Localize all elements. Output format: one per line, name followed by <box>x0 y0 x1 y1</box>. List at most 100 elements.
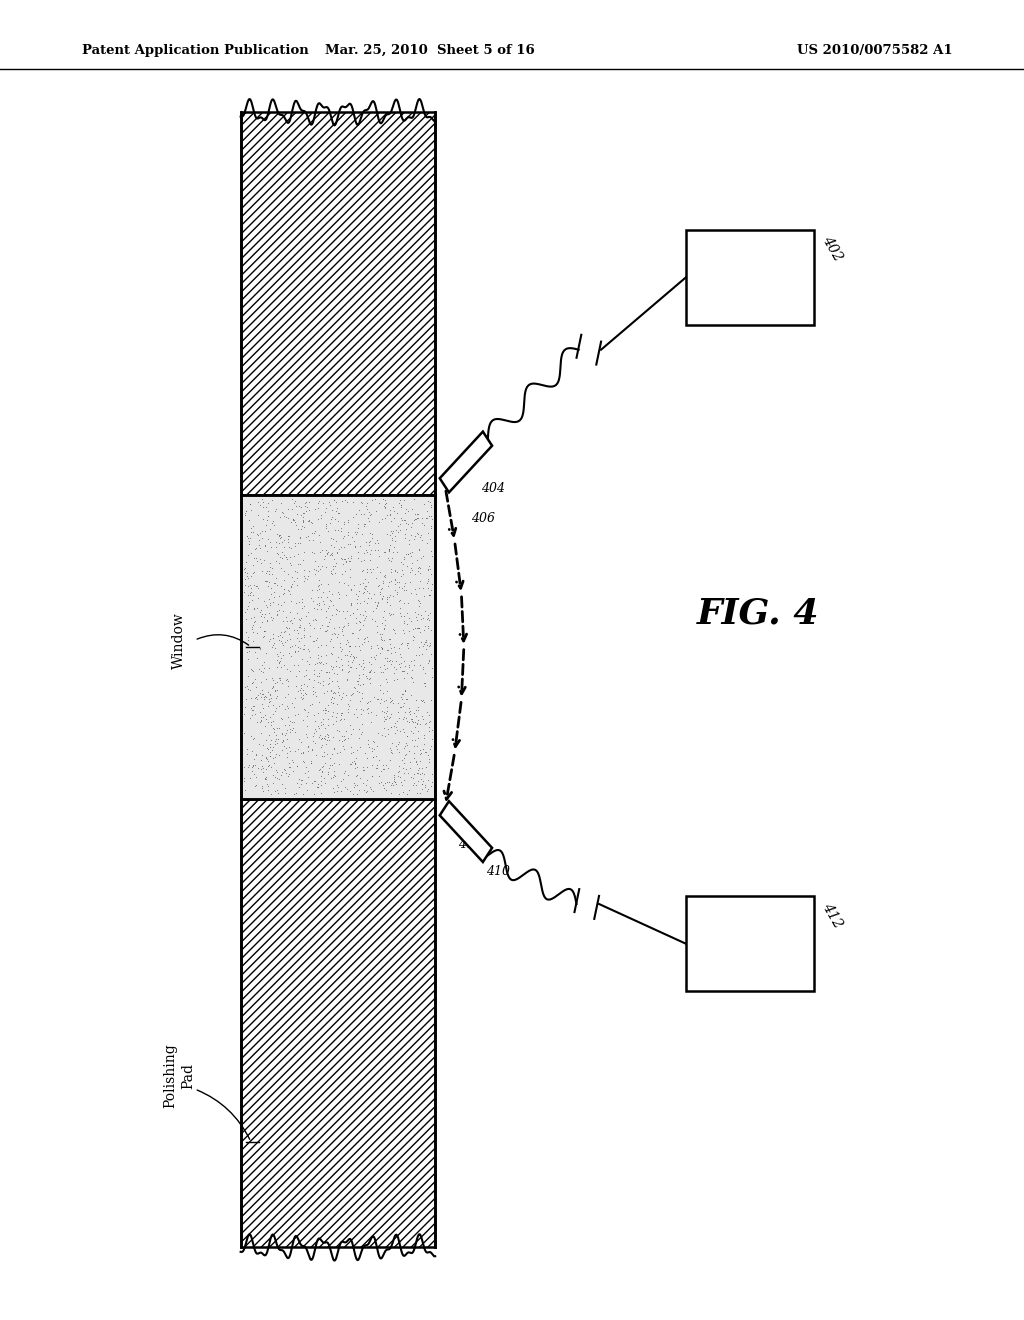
Point <box>261 734 278 755</box>
Point <box>246 548 262 569</box>
Point <box>271 507 288 528</box>
Point <box>384 585 400 606</box>
Point <box>387 722 403 743</box>
Point <box>395 579 412 601</box>
Point <box>354 756 371 777</box>
Point <box>259 609 275 630</box>
Point <box>260 572 276 593</box>
Point <box>416 727 432 748</box>
Point <box>388 572 404 593</box>
Point <box>408 602 424 623</box>
Polygon shape <box>439 801 493 862</box>
Point <box>324 508 340 529</box>
Point <box>286 492 302 513</box>
Point <box>256 767 272 788</box>
Point <box>327 549 343 570</box>
Point <box>243 521 259 543</box>
Point <box>267 729 284 750</box>
Point <box>392 767 409 788</box>
Point <box>316 502 333 523</box>
Point <box>282 638 298 659</box>
Point <box>282 756 298 777</box>
Point <box>371 766 387 787</box>
Point <box>350 611 367 632</box>
Point <box>398 784 415 805</box>
Point <box>240 562 256 583</box>
Point <box>411 539 427 560</box>
Point <box>257 715 273 737</box>
Point <box>410 523 426 544</box>
Point <box>305 523 322 544</box>
Point <box>322 512 338 533</box>
Point <box>419 507 435 528</box>
Point <box>268 733 285 754</box>
Point <box>299 568 315 589</box>
Point <box>324 671 340 692</box>
Point <box>260 589 276 610</box>
Point <box>379 706 395 727</box>
Point <box>297 700 313 721</box>
Point <box>384 523 400 544</box>
Point <box>311 491 328 512</box>
Point <box>344 682 360 704</box>
Point <box>376 655 392 676</box>
Point <box>361 511 378 532</box>
Point <box>276 698 293 719</box>
Point <box>252 495 268 516</box>
Point <box>340 521 356 543</box>
Point <box>343 545 359 566</box>
Point <box>282 602 298 623</box>
Point <box>406 747 422 768</box>
Point <box>364 636 380 657</box>
Point <box>269 685 286 706</box>
Point <box>409 713 425 734</box>
Point <box>264 772 281 793</box>
Point <box>382 738 398 759</box>
Point <box>273 722 290 743</box>
Point <box>255 762 271 783</box>
Point <box>357 578 374 599</box>
Point <box>393 606 410 627</box>
Point <box>300 653 316 675</box>
Point <box>306 664 323 685</box>
Point <box>266 680 283 701</box>
Point <box>260 750 276 771</box>
Point <box>267 500 284 521</box>
Point <box>296 627 312 648</box>
Point <box>412 527 428 548</box>
Point <box>371 492 387 513</box>
Point <box>359 692 376 713</box>
Point <box>381 651 397 672</box>
Point <box>412 595 428 616</box>
Point <box>242 492 258 513</box>
Point <box>358 668 375 689</box>
Point <box>312 770 329 791</box>
Point <box>392 697 409 718</box>
Point <box>358 492 375 513</box>
Point <box>312 635 329 656</box>
Point <box>295 639 311 660</box>
Point <box>298 660 314 681</box>
Point <box>280 706 296 727</box>
Point <box>276 582 293 603</box>
Point <box>345 676 361 697</box>
Point <box>269 729 286 750</box>
Point <box>253 710 269 731</box>
Point <box>394 775 411 796</box>
Point <box>321 726 337 747</box>
Point <box>257 535 273 556</box>
Point <box>333 708 349 729</box>
Point <box>383 550 399 572</box>
Point <box>272 546 289 568</box>
Point <box>334 549 350 570</box>
Point <box>342 635 358 656</box>
Point <box>259 492 275 513</box>
Point <box>264 490 281 511</box>
Point <box>361 521 378 543</box>
Point <box>260 739 276 760</box>
Point <box>330 581 346 602</box>
Point <box>301 529 317 550</box>
Point <box>360 729 377 750</box>
Point <box>256 520 272 541</box>
Point <box>356 503 373 524</box>
